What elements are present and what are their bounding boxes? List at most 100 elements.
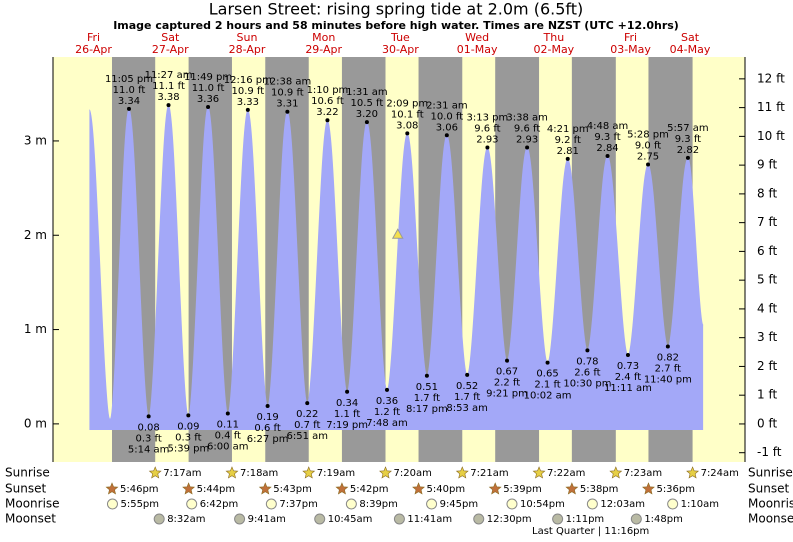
chart-title: Larsen Street: rising spring tide at 2.0… xyxy=(209,0,584,19)
tide-extreme xyxy=(384,387,389,392)
sunset-time: 5:38pm xyxy=(580,484,619,495)
time-label: 6:27 pm xyxy=(247,434,289,445)
day-name: Fri xyxy=(624,31,637,44)
height-ft-label: 9.2 ft xyxy=(555,135,581,146)
tide-extreme xyxy=(485,145,490,150)
y2-tick-label: 3 ft xyxy=(757,330,777,344)
moonrise-icon xyxy=(586,498,598,510)
height-m-label: 0.52 xyxy=(456,381,478,392)
sunset-row-label: Sunset xyxy=(5,482,46,496)
height-m-label: 3.20 xyxy=(356,109,378,120)
height-ft-label: 0.6 ft xyxy=(254,423,280,434)
day-name: Tue xyxy=(390,31,410,44)
moonset-row-label-right: Moonset xyxy=(748,512,793,526)
y-tick-label: 1 m xyxy=(24,322,47,336)
tide-extreme xyxy=(465,372,470,377)
moonrise-icon xyxy=(506,498,518,510)
day-date: 04-May xyxy=(670,43,711,56)
y2-tick-label: 5 ft xyxy=(757,273,777,287)
moonset-time: 12:30pm xyxy=(487,514,532,525)
sunset-time: 5:39pm xyxy=(503,484,542,495)
sunrise-row-label: Sunrise xyxy=(5,466,50,480)
tide-extreme xyxy=(225,411,230,416)
sunrise-time: 7:21am xyxy=(470,468,508,479)
day-name: Fri xyxy=(87,31,100,44)
y2-tick-label: 7 ft xyxy=(757,215,777,229)
tide-extreme xyxy=(424,373,429,378)
y2-tick-label: -1 ft xyxy=(757,445,782,459)
day-name: Thu xyxy=(543,31,565,44)
y2-tick-label: 9 ft xyxy=(757,158,777,172)
height-m-label: 2.75 xyxy=(637,152,659,163)
moonset-icon xyxy=(314,513,326,525)
moonrise-time: 8:39pm xyxy=(359,499,398,510)
height-ft-label: 1.2 ft xyxy=(374,407,400,418)
tide-line xyxy=(88,104,704,420)
tide-extreme xyxy=(505,358,510,363)
height-m-label: 3.31 xyxy=(276,99,298,110)
time-label: 3:13 pm xyxy=(467,113,509,124)
height-m-label: 3.22 xyxy=(316,107,338,118)
tide-extreme xyxy=(565,156,570,161)
height-m-label: 0.08 xyxy=(138,422,160,433)
sunset-time: 5:42pm xyxy=(350,484,389,495)
moonset-row-label: Moonset xyxy=(5,512,56,526)
sunrise-row-label-right: Sunrise xyxy=(748,466,793,480)
moonrise-icon xyxy=(106,498,118,510)
time-label: 1:10 pm xyxy=(307,85,349,96)
sunset-time: 5:40pm xyxy=(427,484,466,495)
sunrise-time: 7:17am xyxy=(163,468,201,479)
height-ft-label: 9.3 ft xyxy=(675,134,701,145)
moonset-icon xyxy=(234,513,246,525)
moonset-time: 8:32am xyxy=(167,514,205,525)
moonrise-row-label: Moonrise xyxy=(5,497,60,511)
day-name: Mon xyxy=(312,31,335,44)
day-date: 03-May xyxy=(610,43,651,56)
moonset-time: 1:11pm xyxy=(566,514,605,525)
time-label: 11:11 am xyxy=(604,383,652,394)
height-ft-label: 1.7 ft xyxy=(454,392,480,403)
y-tick-label: 3 m xyxy=(24,133,47,147)
day-date: 30-Apr xyxy=(382,43,419,56)
height-ft-label: 0.4 ft xyxy=(215,431,241,442)
moonrise-icon xyxy=(186,498,198,510)
height-m-label: 0.67 xyxy=(496,367,518,378)
moonrise-time: 9:45pm xyxy=(440,499,479,510)
moonrise-time: 10:54pm xyxy=(520,499,565,510)
height-m-label: 2.93 xyxy=(516,135,538,146)
sunrise-icon xyxy=(532,466,546,479)
height-m-label: 2.81 xyxy=(557,146,579,157)
time-label: 7:48 am xyxy=(366,418,408,429)
height-ft-label: 10.0 ft xyxy=(430,111,463,122)
sunset-icon xyxy=(565,482,579,495)
time-label: 12:16 pm xyxy=(224,75,272,86)
sunrise-icon xyxy=(379,466,392,479)
height-ft-label: 2.6 ft xyxy=(574,367,600,378)
y2-tick-label: 12 ft xyxy=(757,71,785,85)
moonrise-icon xyxy=(345,498,357,510)
day-name: Sat xyxy=(681,31,700,44)
day-date: 27-Apr xyxy=(152,43,189,56)
tide-extreme xyxy=(545,360,550,365)
time-label: 5:57 am xyxy=(667,123,709,134)
y2-tick-label: 0 ft xyxy=(757,416,777,430)
tide-extreme xyxy=(646,162,651,167)
tide-extreme xyxy=(685,155,690,160)
moonset-icon xyxy=(630,513,642,525)
moonrise-time: 12:03am xyxy=(600,499,645,510)
height-ft-label: 0.3 ft xyxy=(135,433,161,444)
sunset-time: 5:46pm xyxy=(120,484,159,495)
sunset-icon xyxy=(412,482,425,495)
sunset-time: 5:36pm xyxy=(656,484,695,495)
tide-extreme xyxy=(305,401,310,406)
day-date: 02-May xyxy=(533,43,574,56)
height-m-label: 3.06 xyxy=(436,122,458,133)
height-m-label: 0.11 xyxy=(217,420,239,431)
tide-extreme xyxy=(585,348,590,353)
height-ft-label: 1.7 ft xyxy=(414,393,440,404)
y2-tick-label: 2 ft xyxy=(757,359,777,373)
sunset-icon xyxy=(182,482,196,495)
moonrise-time: 5:55pm xyxy=(120,499,159,510)
sunset-time: 5:43pm xyxy=(273,484,312,495)
tide-extreme xyxy=(265,403,270,408)
